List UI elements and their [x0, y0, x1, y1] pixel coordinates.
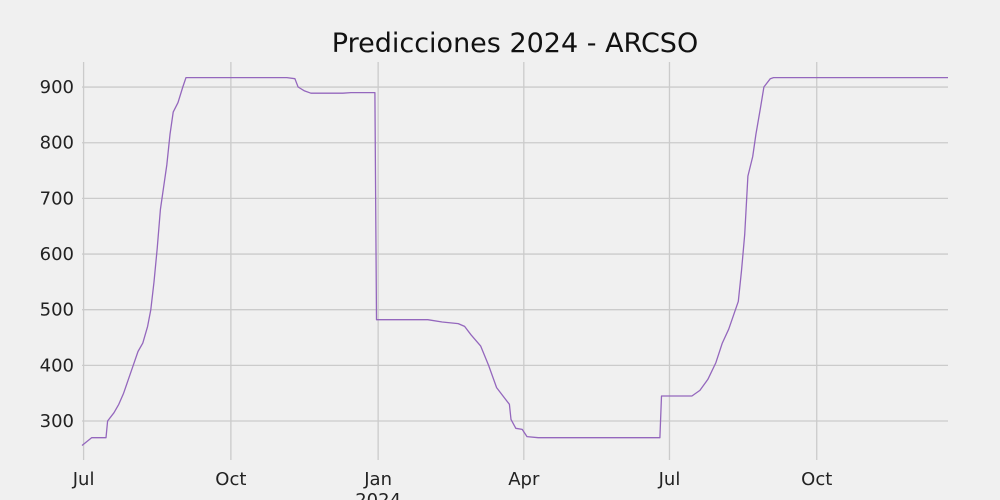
x-tick-label: Apr	[508, 469, 540, 490]
y-tick-label: 300	[40, 411, 74, 432]
y-tick-label: 400	[40, 355, 74, 376]
x-tick-label: Jul	[72, 469, 95, 490]
x-tick-sublabel: 2024	[355, 490, 401, 500]
grid	[82, 62, 948, 460]
y-tick-labels: 300 400 500 600 700 800 900	[40, 77, 74, 432]
y-tick-label: 500	[40, 300, 74, 321]
x-tick-label: Jan	[363, 469, 392, 490]
y-tick-label: 600	[40, 244, 74, 265]
y-tick-label: 800	[40, 133, 74, 154]
series-line	[81, 76, 948, 447]
x-tick-labels: Jul Oct Jan2024 Apr Jul Oct	[72, 469, 833, 500]
chart-title: Predicciones 2024 - ARCSO	[332, 28, 698, 59]
y-tick-label: 900	[40, 77, 74, 98]
series-group	[81, 76, 948, 447]
x-tick-label: Jul	[658, 469, 681, 490]
y-tick-label: 700	[40, 188, 74, 209]
x-tick-label: Oct	[215, 469, 246, 490]
x-tick-label: Oct	[801, 469, 832, 490]
